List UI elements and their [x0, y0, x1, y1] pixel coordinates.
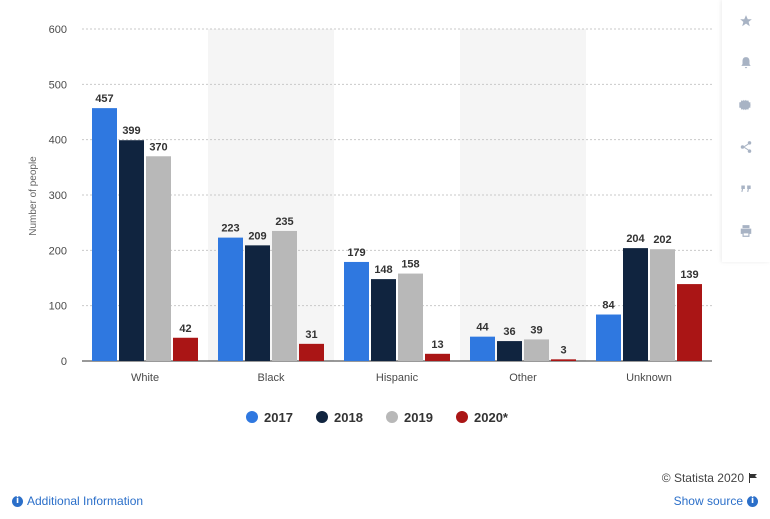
bar[interactable] [146, 156, 171, 361]
data-label: 148 [374, 264, 392, 276]
legend-marker[interactable] [386, 411, 398, 423]
settings-button[interactable] [722, 84, 770, 126]
share-icon [740, 141, 752, 153]
bar[interactable] [299, 343, 324, 361]
info-icon: i [747, 495, 758, 507]
star-icon [740, 15, 752, 27]
show-source-label: Show source [673, 494, 743, 508]
gridlines [82, 28, 712, 362]
data-label: 3 [560, 344, 566, 356]
bar[interactable] [272, 230, 297, 361]
data-label: 370 [149, 141, 167, 153]
x-axis-ticks: White Black Hispanic Other Unknown [131, 372, 672, 384]
bar-chart: 0 100 200 300 400 500 600 457 399 370 42 223 209 235… [28, 24, 712, 425]
legend: 2017 2018 2019 2020* [246, 410, 509, 425]
notification-button[interactable] [722, 42, 770, 84]
cite-button[interactable] [722, 168, 770, 210]
x-tick-label: Unknown [626, 372, 672, 384]
legend-label[interactable]: 2018 [334, 410, 363, 425]
quote-icon [741, 185, 751, 192]
bar[interactable] [173, 337, 198, 361]
bell-icon [741, 57, 751, 69]
additional-information-link[interactable]: i Additional Information [12, 494, 143, 508]
x-tick-label: White [131, 372, 159, 384]
x-tick-label: Black [258, 372, 285, 384]
data-label: 44 [476, 322, 489, 334]
data-labels: 457 399 370 42 223 209 235 31 179 148 158 13 44 36 39 3… [95, 93, 698, 356]
print-icon [740, 225, 752, 237]
legend-label[interactable]: 2019 [404, 410, 433, 425]
y-tick-label: 500 [49, 79, 67, 91]
statista-credit[interactable]: © Statista 2020 [662, 471, 758, 485]
legend-label[interactable]: 2020* [474, 410, 509, 425]
info-icon: i [12, 495, 23, 507]
data-label: 158 [401, 259, 419, 271]
share-button[interactable] [722, 126, 770, 168]
bar[interactable] [425, 353, 450, 361]
bar[interactable] [623, 248, 648, 361]
data-label: 235 [275, 216, 293, 228]
bar[interactable] [497, 341, 522, 361]
y-axis-title: Number of people [28, 156, 39, 236]
legend-marker[interactable] [246, 411, 258, 423]
bar[interactable] [245, 245, 270, 361]
legend-marker[interactable] [456, 411, 468, 423]
bar[interactable] [677, 284, 702, 361]
data-label: 31 [305, 329, 317, 341]
bar[interactable] [650, 249, 675, 361]
show-source-link[interactable]: Show source i [674, 494, 758, 508]
additional-information-label: Additional Information [27, 494, 144, 508]
data-label: 209 [248, 230, 266, 242]
bars [92, 108, 702, 361]
bar[interactable] [371, 279, 396, 361]
data-label: 399 [122, 125, 140, 137]
flag-icon [749, 473, 757, 483]
y-tick-label: 0 [61, 356, 67, 368]
data-label: 457 [95, 93, 113, 105]
bar[interactable] [119, 140, 144, 361]
gear-icon [739, 99, 752, 111]
data-label: 139 [680, 269, 698, 281]
bar[interactable] [524, 339, 549, 361]
y-tick-label: 400 [49, 135, 67, 147]
data-label: 39 [530, 324, 542, 336]
data-label: 204 [626, 233, 645, 245]
data-label: 223 [221, 223, 239, 235]
bar[interactable] [596, 314, 621, 361]
bar[interactable] [551, 359, 576, 361]
y-tick-label: 600 [49, 24, 67, 36]
data-label: 42 [179, 323, 191, 335]
legend-marker[interactable] [316, 411, 328, 423]
y-tick-label: 200 [49, 245, 67, 257]
data-label: 13 [431, 339, 443, 351]
bar[interactable] [344, 261, 369, 361]
favorite-button[interactable] [722, 0, 770, 42]
data-label: 179 [347, 247, 365, 259]
x-tick-label: Hispanic [376, 372, 419, 384]
bar[interactable] [470, 336, 495, 361]
y-tick-label: 300 [49, 190, 67, 202]
bar[interactable] [398, 273, 423, 361]
legend-label[interactable]: 2017 [264, 410, 293, 425]
credit-text: © Statista 2020 [661, 471, 744, 485]
y-axis-ticks: 0 100 200 300 400 500 600 [49, 24, 67, 368]
x-tick-label: Other [509, 372, 537, 384]
print-button[interactable] [722, 210, 770, 252]
chart-toolbar [722, 0, 770, 262]
data-label: 36 [503, 326, 515, 338]
y-tick-label: 100 [49, 301, 67, 313]
data-label: 202 [653, 234, 671, 246]
bar[interactable] [92, 108, 117, 361]
bar[interactable] [218, 237, 243, 361]
data-label: 84 [602, 300, 615, 312]
